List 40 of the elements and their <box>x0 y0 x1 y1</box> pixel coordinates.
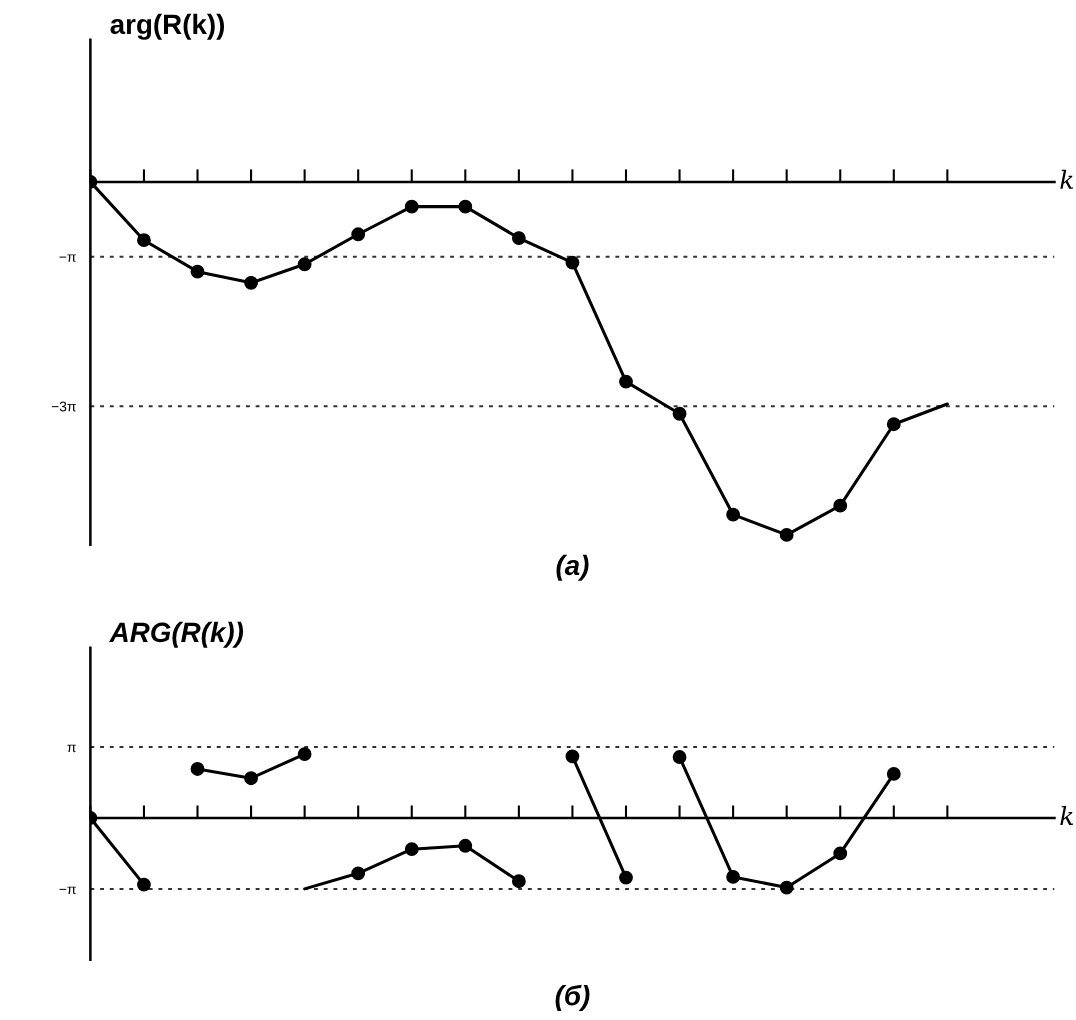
point <box>619 870 633 885</box>
point <box>404 842 419 857</box>
y-axis-title: ARG(R(k)) <box>109 621 244 648</box>
point <box>565 749 580 764</box>
point <box>886 417 901 432</box>
point <box>137 233 151 248</box>
point <box>297 257 312 272</box>
x-axis-title: k <box>1060 805 1074 825</box>
text: (б) <box>555 984 590 1011</box>
point <box>244 771 258 786</box>
point <box>244 275 258 290</box>
y-tick-label: −π <box>59 886 76 895</box>
y-tick-label: π <box>67 744 76 753</box>
point <box>726 507 741 522</box>
point <box>297 747 312 761</box>
x-axis-title: k <box>1060 169 1074 189</box>
point <box>672 406 687 421</box>
text: (а) <box>556 554 589 581</box>
point <box>190 762 205 776</box>
point <box>779 880 794 895</box>
point <box>351 866 366 881</box>
point <box>565 255 580 270</box>
point <box>511 874 526 889</box>
y-tick-label: −3π <box>51 401 76 412</box>
point <box>190 264 205 279</box>
point <box>137 877 151 892</box>
point <box>511 231 526 245</box>
point <box>351 227 366 242</box>
point <box>833 498 848 513</box>
point <box>672 750 687 764</box>
point <box>458 199 473 214</box>
point <box>833 846 848 861</box>
point <box>779 528 794 542</box>
point <box>726 870 741 884</box>
point <box>886 767 901 781</box>
point <box>458 838 473 853</box>
y-axis-title: arg(R(k)) <box>110 13 225 40</box>
point <box>404 199 419 214</box>
y-tick-label: −π <box>59 254 76 262</box>
point <box>619 374 633 389</box>
